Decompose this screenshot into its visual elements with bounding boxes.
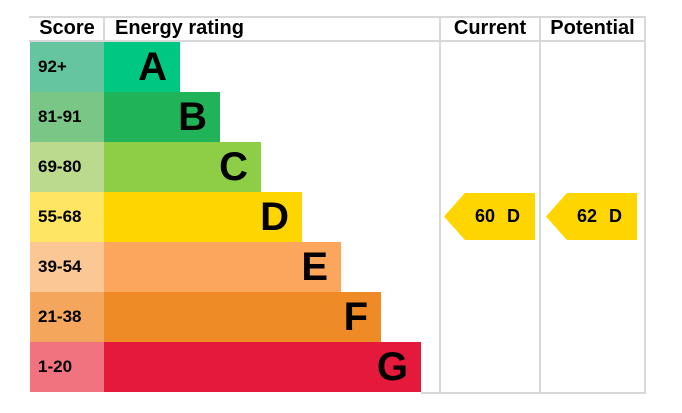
table-right-border xyxy=(644,16,646,394)
band-letter-f: F xyxy=(343,295,368,339)
potential-rating-value: 62 xyxy=(576,206,598,226)
current-rating-letter: D xyxy=(507,206,521,226)
rating-bar-e: E xyxy=(104,242,341,292)
energy-rating-column-header: Energy rating xyxy=(115,17,244,39)
rating-bar-g: G xyxy=(104,342,421,392)
score-range-c: 69-80 xyxy=(30,142,104,192)
score-range-b: 81-91 xyxy=(30,92,104,142)
rating-bar-b: B xyxy=(104,92,220,142)
band-letter-b: B xyxy=(178,95,207,139)
current-column-left-divider xyxy=(439,16,441,394)
band-letter-d: D xyxy=(260,195,289,239)
score-range-g: 1-20 xyxy=(30,342,104,392)
rating-bar-a: A xyxy=(104,42,180,92)
header-bottom-border xyxy=(29,40,646,42)
band-letter-c: C xyxy=(219,145,248,189)
potential-rating-letter: D xyxy=(609,206,623,226)
rating-bar-c: C xyxy=(104,142,261,192)
score-range-d: 55-68 xyxy=(30,192,104,242)
score-range-e: 39-54 xyxy=(30,242,104,292)
band-letter-e: E xyxy=(301,245,328,289)
band-letter-a: A xyxy=(138,45,167,89)
current-rating-value: 60 xyxy=(474,206,496,226)
potential-column-left-divider xyxy=(539,16,541,394)
score-column-header: Score xyxy=(39,17,95,39)
table-top-border xyxy=(29,16,646,18)
current-rating-arrow: 60 D xyxy=(444,193,535,240)
band-letter-g: G xyxy=(376,345,408,389)
table-bottom-border xyxy=(421,392,646,394)
potential-column-header: Potential xyxy=(550,17,635,39)
score-range-f: 21-38 xyxy=(30,292,104,342)
score-range-a: 92+ xyxy=(30,42,104,92)
score-column-divider xyxy=(103,16,105,42)
rating-bar-f: F xyxy=(104,292,381,342)
rating-bar-d: D xyxy=(104,192,302,242)
current-column-header: Current xyxy=(453,17,527,39)
potential-rating-arrow: 62 D xyxy=(546,193,637,240)
